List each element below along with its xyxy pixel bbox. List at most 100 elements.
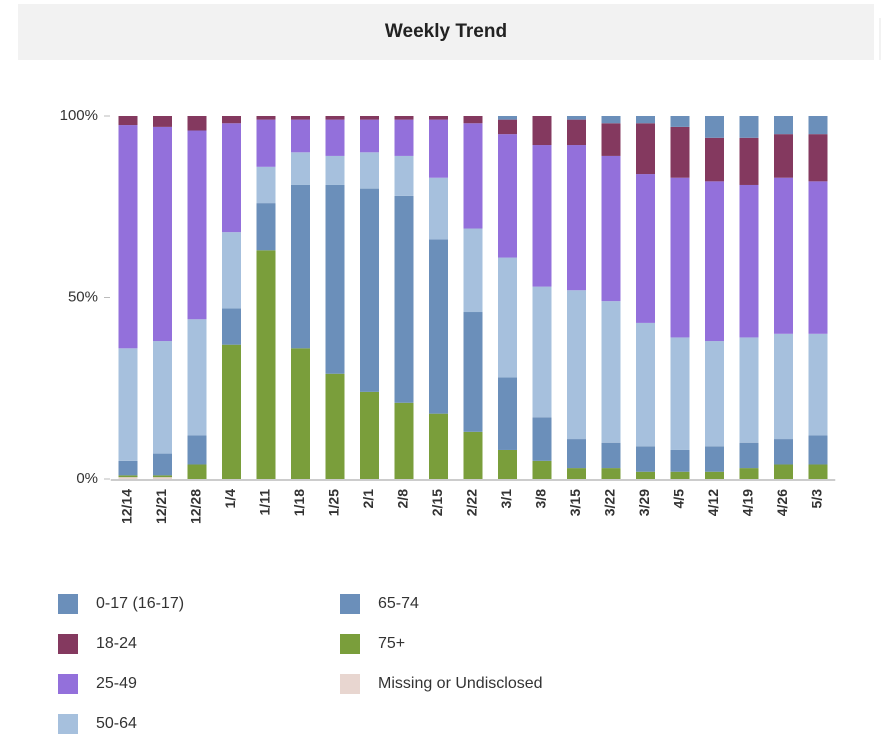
bar-segment (394, 195, 414, 403)
bar-segment (808, 116, 828, 135)
x-tick-label: 4/5 (671, 489, 687, 509)
bar-segment (670, 449, 690, 472)
bar-segment (739, 137, 759, 185)
bar-segment (739, 337, 759, 443)
bar-segment (636, 174, 655, 323)
x-tick-label: 4/26 (774, 489, 790, 516)
x-tick-label: 12/14 (119, 489, 135, 524)
bar-segment (222, 116, 241, 124)
bar-segment (429, 116, 448, 120)
bar-segment (705, 446, 724, 472)
bar-segment (429, 119, 448, 178)
bar-segment (429, 413, 448, 479)
bar-segment (567, 116, 586, 120)
bar-segment (429, 239, 448, 414)
bar-segment (567, 119, 586, 146)
chart-title: Weekly Trend (385, 21, 507, 42)
legend-label: 50-64 (96, 715, 137, 732)
bar-segment (256, 166, 276, 204)
bar-segment (498, 119, 517, 135)
bar-segment (256, 203, 276, 251)
x-tick-label: 1/11 (257, 489, 273, 516)
x-tick-label: 2/8 (395, 489, 411, 509)
legend-swatch (58, 674, 78, 694)
legend-label: 18-24 (96, 635, 137, 652)
y-tick-label: 100% (60, 107, 98, 124)
bar-segment (118, 477, 138, 479)
x-tick-label: 5/3 (809, 489, 825, 509)
bar-segment (360, 116, 379, 120)
y-tick-label: 50% (68, 288, 98, 305)
x-tick-label: 3/1 (498, 489, 514, 509)
bar-segment (394, 116, 414, 120)
bar-segment (498, 134, 517, 258)
bar-segment (394, 155, 414, 196)
bar-segment (360, 152, 379, 189)
x-tick-label: 1/25 (326, 489, 342, 516)
bar-segment (360, 391, 379, 479)
bar-segment (256, 119, 276, 167)
bar-segment (808, 134, 828, 182)
bar-segment (739, 442, 759, 469)
x-tick-label: 12/21 (153, 489, 169, 524)
bar-segment (567, 468, 586, 479)
legend-label: 65-74 (378, 595, 419, 612)
bar-segment (774, 439, 793, 465)
bar-segment (532, 417, 552, 461)
legend-swatch (58, 714, 78, 734)
bar-segment (739, 184, 759, 338)
bar-segment (463, 228, 483, 313)
bar-segment (463, 431, 483, 479)
bar-segment (118, 460, 138, 476)
x-tick-label: 3/29 (636, 489, 652, 516)
bar-segment (325, 373, 345, 479)
bar-segment (808, 435, 828, 465)
bar-segment (636, 123, 655, 175)
bar-segment (636, 446, 655, 472)
title-bar (18, 4, 874, 60)
legend-swatch (58, 634, 78, 654)
bar-segment (222, 308, 241, 345)
bar-segment (291, 119, 310, 153)
legend-label: Missing or Undisclosed (378, 675, 543, 692)
x-tick-label: 12/28 (188, 489, 204, 524)
bar-segment (498, 449, 517, 479)
bar-segment (394, 402, 414, 479)
bar-segment (705, 181, 724, 342)
bar-segment (118, 475, 138, 478)
bar-segment (291, 348, 310, 479)
bar-segment (325, 119, 345, 156)
bar-segment (463, 123, 483, 229)
bar-segment (774, 134, 793, 178)
bar-segment (601, 123, 621, 156)
bar-segment (291, 152, 310, 185)
bar-segment (739, 468, 759, 479)
bar-segment (705, 471, 724, 479)
bar-segment (291, 184, 310, 349)
bar-segment (222, 123, 241, 233)
y-tick-label: 0% (76, 470, 98, 487)
bar-segment (325, 155, 345, 185)
bar-segment (498, 257, 517, 378)
bar-segment (567, 290, 586, 440)
bar-segment (774, 177, 793, 334)
bar-segment (670, 177, 690, 338)
bar-segment (601, 468, 621, 479)
x-tick-label: 1/18 (291, 489, 307, 516)
bar-segment (463, 312, 483, 432)
bar-segment (256, 250, 276, 479)
bar-segment (118, 125, 138, 349)
bar-segment (670, 471, 690, 479)
bar-segment (636, 471, 655, 479)
legend-swatch (340, 674, 360, 694)
x-tick-label: 4/19 (740, 489, 756, 516)
bar-segment (567, 145, 586, 291)
bar-segment (187, 319, 207, 436)
bar-segment (670, 126, 690, 178)
bar-segment (256, 116, 276, 120)
x-tick-label: 3/22 (602, 489, 618, 516)
bar-segment (532, 116, 552, 146)
bar-segment (325, 116, 345, 120)
bar-segment (153, 126, 172, 342)
